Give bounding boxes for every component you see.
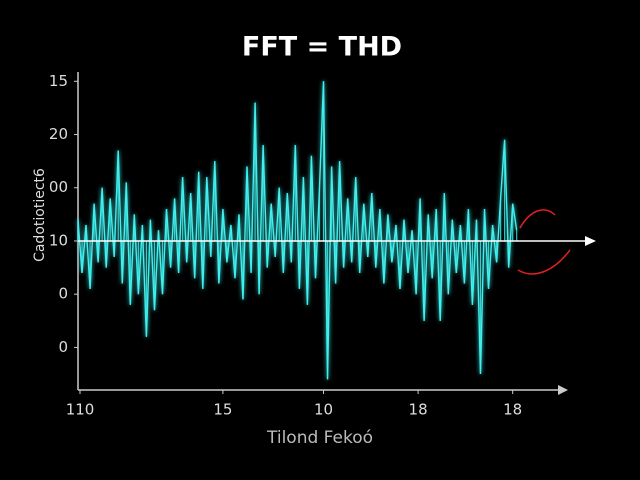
y-tick-label: 0 [58, 338, 68, 356]
baseline-arrow [585, 235, 596, 246]
x-axis-arrow [558, 385, 568, 395]
x-tick-label: 18 [409, 401, 428, 419]
y-tick-label: 00 [49, 178, 68, 196]
red-curve [517, 249, 571, 275]
y-tick-label: 20 [49, 125, 68, 143]
x-tick-label: 10 [314, 401, 333, 419]
y-tick-label: 15 [49, 72, 68, 90]
red-curve [519, 209, 556, 229]
x-axis-label: Tilond Fekoó [266, 428, 373, 448]
y-axis-label: Cadotiotiect6 [32, 168, 48, 262]
x-tick-label: 15 [213, 401, 232, 419]
y-tick-label: 10 [49, 231, 68, 249]
chart-title: FFT = THD [242, 32, 402, 63]
x-tick-label: 110 [66, 401, 95, 419]
x-tick-label: 18 [503, 401, 522, 419]
signal-line [77, 81, 518, 380]
y-tick-label: 0 [58, 285, 68, 303]
